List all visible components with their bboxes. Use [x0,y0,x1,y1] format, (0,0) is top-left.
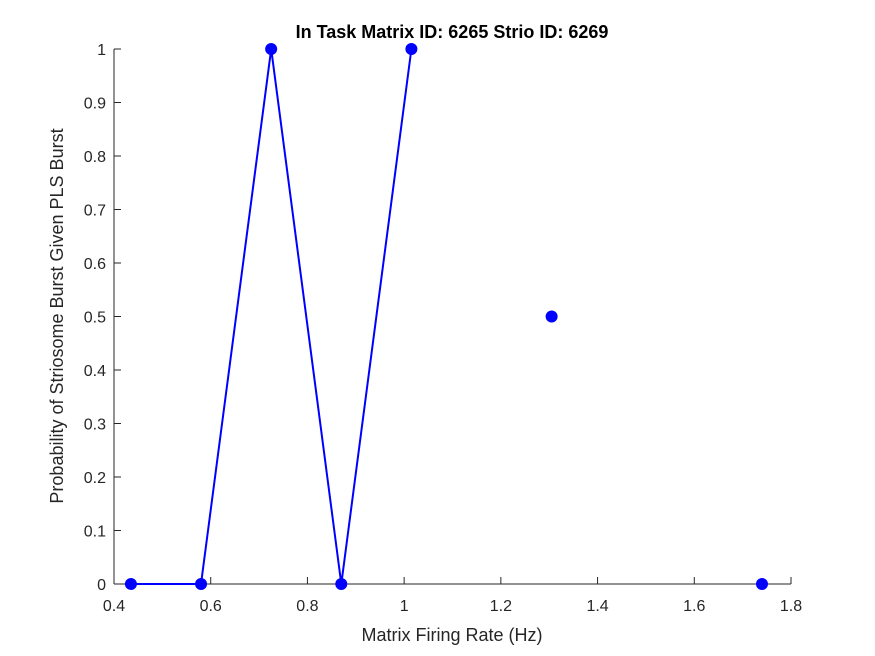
data-point [335,578,348,590]
x-tick-label: 1.2 [490,598,512,615]
y-tick-label: 0.4 [84,363,106,380]
y-axis-label: Probability of Striosome Burst Given PLS… [47,128,67,503]
x-axis-label: Matrix Firing Rate (Hz) [361,625,542,645]
x-tick-label: 0.4 [103,598,125,615]
data-point [195,578,208,590]
y-tick-label: 0.5 [84,310,106,327]
data-point [405,43,418,55]
y-tick-label: 0.6 [84,256,106,273]
y-tick-label: 0.1 [84,524,106,541]
x-tick-label: 1.8 [780,598,802,615]
axes: 0.4 0.6 0.8 1 1.2 1.4 1.6 1.8 0 0.1 0.2 0.3 0.4 0.5 0.… [84,42,802,615]
y-tick-label: 0.9 [84,96,106,113]
data-point [265,43,278,55]
y-tick-label: 0.8 [84,149,106,166]
x-tick-label: 1.6 [683,598,705,615]
series-layer [124,43,768,590]
x-tick-label: 0.6 [200,598,222,615]
data-point [124,578,137,590]
data-point [545,310,558,323]
y-tick-label: 0 [97,577,106,594]
chart-title: In Task Matrix ID: 6265 Strio ID: 6269 [296,22,609,42]
y-tick-label: 1 [97,42,106,59]
x-tick-label: 0.8 [296,598,318,615]
x-tick-label: 1 [400,598,409,615]
y-tick-label: 0.2 [84,470,106,487]
x-tick-label: 1.4 [586,598,608,615]
plot-area [114,49,791,584]
y-tick-label: 0.7 [84,203,106,220]
y-tick-label: 0.3 [84,417,106,434]
data-point [755,578,768,590]
